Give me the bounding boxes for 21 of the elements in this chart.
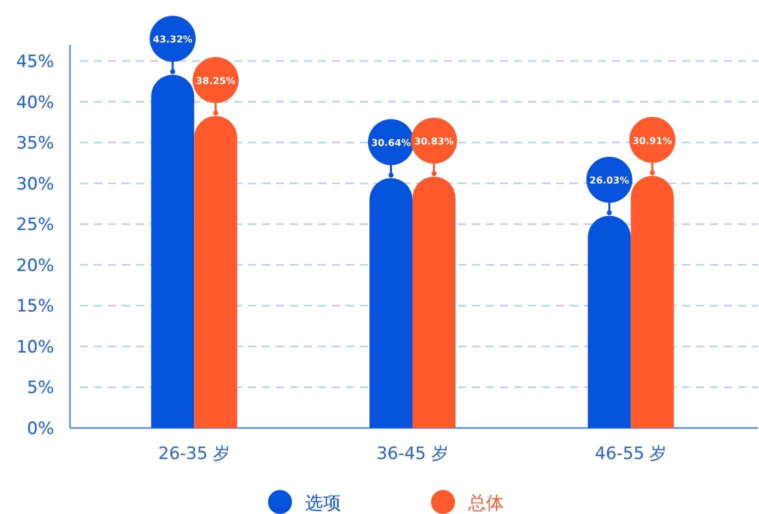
y-tick-label: 30% — [16, 174, 54, 194]
data-label: 30.91% — [632, 136, 673, 147]
y-tick-label: 40% — [16, 92, 54, 113]
data-label: 43.32% — [152, 34, 193, 46]
y-tick-label: 35% — [16, 134, 54, 154]
x-tick-label: 36-45 岁 — [376, 444, 448, 464]
y-tick-label: 5% — [27, 378, 54, 398]
data-label: 38.25% — [196, 76, 236, 88]
legend-label: 选项 — [305, 493, 341, 514]
legend-label: 总体 — [467, 493, 504, 514]
data-label: 26.03% — [590, 176, 630, 187]
y-tick-label: 20% — [16, 256, 54, 276]
x-tick-label: 46-55 岁 — [594, 444, 667, 464]
data-label: 30.83% — [414, 136, 454, 148]
data-label: 30.64% — [371, 138, 412, 150]
y-tick-label: 10% — [16, 337, 54, 358]
y-tick-label: 45% — [16, 52, 54, 72]
y-tick-label: 0% — [27, 419, 54, 439]
x-tick-label: 26-35 岁 — [158, 444, 230, 464]
y-tick-label: 25% — [16, 215, 54, 236]
y-tick-label: 15% — [16, 296, 54, 317]
